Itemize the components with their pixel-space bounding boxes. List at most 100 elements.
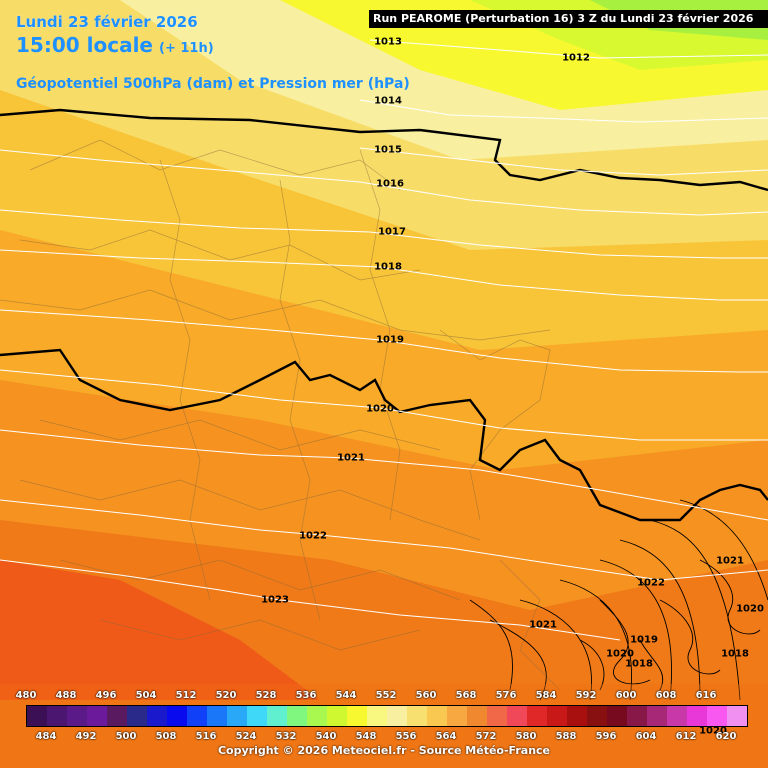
colorbar-swatch — [327, 706, 347, 726]
colorbar-swatch — [267, 706, 287, 726]
colorbar-swatch — [587, 706, 607, 726]
legend-top-label: 552 — [375, 690, 397, 701]
isobar-label: 1019 — [630, 634, 658, 646]
isobar-label: 1023 — [261, 594, 289, 606]
legend-bottom-label: 516 — [195, 731, 217, 742]
legend-bottom-label: 556 — [395, 731, 417, 742]
colorbar-swatch — [667, 706, 687, 726]
isobar-label: 1017 — [378, 226, 406, 238]
colorbar-swatch — [147, 706, 167, 726]
lead-time: (+ 11h) — [159, 41, 214, 56]
colorbar-swatch — [127, 706, 147, 726]
legend-top-label: 488 — [55, 690, 77, 701]
legend-top-label: 512 — [175, 690, 197, 701]
legend-bottom-label: 588 — [555, 731, 577, 742]
isobar-label: 1020 — [606, 648, 634, 660]
contour-north — [0, 108, 768, 192]
isobar-label: 1022 — [637, 577, 665, 589]
borders — [0, 139, 561, 691]
colorbar-swatch — [227, 706, 247, 726]
legend-top-label: 576 — [495, 690, 517, 701]
colorbar-swatch — [87, 706, 107, 726]
legend-top-label: 544 — [335, 690, 357, 701]
isobar-label: 1016 — [376, 178, 404, 190]
isobar-label: 1022 — [299, 530, 327, 542]
isobar-label: 1014 — [374, 95, 402, 107]
isobar-label: 1018 — [374, 261, 402, 273]
field-title: Géopotentiel 500hPa (dam) et Pression me… — [16, 76, 410, 92]
colorbar-swatch — [607, 706, 627, 726]
colorbar-swatch — [687, 706, 707, 726]
isobar-label: 1020 — [366, 403, 394, 415]
isobar-label: 1015 — [374, 144, 402, 156]
isobar-label: 1012 — [562, 52, 590, 64]
colorbar-swatch — [47, 706, 67, 726]
isobar-label: 1020 — [699, 725, 727, 737]
colorbar-swatch — [547, 706, 567, 726]
legend-bottom-labels: 484 492 500 508 516 524 532 540 548 556 564 572 580 5… — [0, 731, 768, 743]
colorbar-swatch — [727, 706, 747, 726]
legend-top-label: 560 — [415, 690, 437, 701]
legend-bottom-label: 620 — [715, 731, 737, 742]
colorbar-swatch — [647, 706, 667, 726]
run-banner: Run PEAROME (Perturbation 16) 3 Z du Lun… — [369, 10, 768, 28]
colorbar-swatch — [427, 706, 447, 726]
legend-bottom-label: 524 — [235, 731, 257, 742]
colorbar-swatch — [627, 706, 647, 726]
colorbar-swatch — [527, 706, 547, 726]
copyright: Copyright © 2026 Meteociel.fr - Source M… — [217, 744, 551, 757]
legend-bottom-label: 532 — [275, 731, 297, 742]
colorbar-swatch — [287, 706, 307, 726]
colorbar-swatch — [487, 706, 507, 726]
isobar-label: 1021 — [529, 619, 557, 631]
legend-top-label: 600 — [615, 690, 637, 701]
colorbar-swatch — [567, 706, 587, 726]
isobar-label: 1021 — [337, 452, 365, 464]
colorbar-swatch — [67, 706, 87, 726]
colorbar-swatch — [347, 706, 367, 726]
legend-top-label: 592 — [575, 690, 597, 701]
colorbar-swatch — [207, 706, 227, 726]
isobar-label: 1021 — [716, 555, 744, 567]
isobars — [0, 39, 768, 641]
legend-bottom-label: 580 — [515, 731, 537, 742]
contour-south — [0, 348, 768, 522]
legend-top-labels: 480 488 496 504 512 520 528 536 544 552 560 568 576 5… — [0, 690, 768, 702]
isobar-label: 1018 — [625, 658, 653, 670]
legend-bottom-label: 540 — [315, 731, 337, 742]
colorbar-swatch — [447, 706, 467, 726]
colorbar-swatch — [367, 706, 387, 726]
legend-bottom-label: 612 — [675, 731, 697, 742]
legend-bottom-label: 564 — [435, 731, 457, 742]
colorbar-swatch — [187, 706, 207, 726]
legend-top-label: 536 — [295, 690, 317, 701]
legend-bottom-label: 508 — [155, 731, 177, 742]
legend-top-label: 616 — [695, 690, 717, 701]
time-local: 15:00 locale — [16, 33, 153, 57]
colorbar-swatch — [387, 706, 407, 726]
legend-bottom-label: 604 — [635, 731, 657, 742]
legend-top-label: 568 — [455, 690, 477, 701]
colorbar-swatch — [307, 706, 327, 726]
legend-top-label: 480 — [15, 690, 37, 701]
isobar-label: 1020 — [736, 603, 764, 615]
colorbar-swatch — [467, 706, 487, 726]
legend-bottom-label: 484 — [35, 731, 57, 742]
band-576 — [0, 560, 320, 700]
isobar-label: 1018 — [721, 648, 749, 660]
legend-top-label: 520 — [215, 690, 237, 701]
geopotential-contours — [0, 108, 768, 522]
legend-top-label: 608 — [655, 690, 677, 701]
isobar-label: 1019 — [376, 334, 404, 346]
legend-top-label: 584 — [535, 690, 557, 701]
colorbar-swatch — [507, 706, 527, 726]
legend-bottom-label: 572 — [475, 731, 497, 742]
isobar-label: 1013 — [374, 36, 402, 48]
colorbar — [26, 705, 748, 727]
legend-bottom-label: 500 — [115, 731, 137, 742]
colorbar-swatch — [407, 706, 427, 726]
colorbar-swatch — [707, 706, 727, 726]
legend-bottom-label: 492 — [75, 731, 97, 742]
